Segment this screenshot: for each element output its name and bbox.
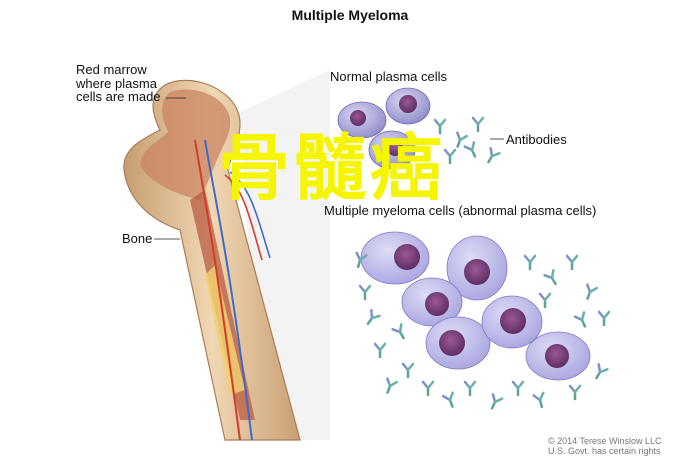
myeloma-cells bbox=[360, 231, 591, 381]
overlay-caption: 骨髓癌 bbox=[218, 126, 447, 210]
femur-bone bbox=[123, 79, 301, 441]
diagram-title: Multiple Myeloma bbox=[291, 7, 409, 23]
artery bbox=[194, 139, 241, 441]
label-antibodies: Antibodies bbox=[506, 132, 567, 147]
copyright-credit: © 2014 Terese Winslow LLC U.S. Govt. has… bbox=[548, 436, 662, 457]
normal-plasma-cells bbox=[337, 87, 431, 170]
label-normal-plasma-cells: Normal plasma cells bbox=[330, 69, 448, 84]
credit-line-2: U.S. Govt. has certain rights bbox=[548, 446, 661, 457]
red-marrow-region bbox=[140, 89, 231, 200]
label-myeloma-cells: Multiple myeloma cells (abnormal plasma … bbox=[324, 203, 597, 218]
label-bone: Bone bbox=[122, 231, 153, 246]
credit-line-1: © 2014 Terese Winslow LLC bbox=[548, 436, 662, 446]
vein bbox=[204, 139, 253, 441]
label-red-marrow: Red marrow where plasma cells are made bbox=[76, 62, 161, 105]
